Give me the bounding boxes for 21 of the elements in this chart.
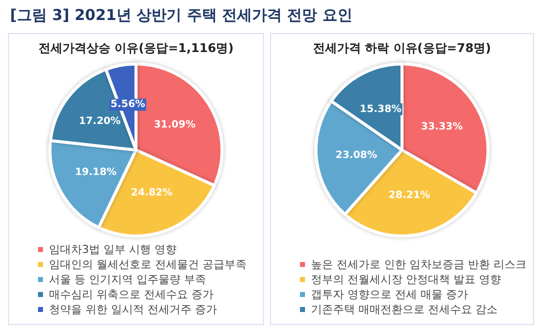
- chart-subtitle: 전세가격상승 이유(응답=1,116명): [37, 40, 235, 57]
- data-label: 33.33%: [421, 121, 463, 132]
- legend-label: 임대차3법 일부 시행 영향: [49, 243, 176, 256]
- legend-label: 청약을 위한 일시적 전세거주 증가: [49, 303, 217, 316]
- legend-label: 임대인의 월세선호로 전세물건 공급부족: [49, 258, 246, 271]
- data-label: 31.09%: [154, 120, 196, 131]
- chart-title: 전세가격 하락 이유(응답=78명): [312, 40, 492, 57]
- legend-label: 매수심리 위축으로 전세수요 증가: [49, 288, 214, 301]
- legend-label: 서울 등 인기지역 입주물량 부족: [49, 273, 206, 286]
- data-label: 24.82%: [130, 188, 173, 199]
- legend-label: 갭투자 영향으로 전세 매물 증가: [311, 288, 468, 301]
- chart-title: [그림 3] 2021년 상반기 주택 전세가격 전망 요인: [10, 6, 352, 25]
- legend-label: 높은 전세가로 인한 임차보증금 반환 리스크: [311, 258, 526, 271]
- data-label: 5.56%: [110, 99, 146, 110]
- data-label: 17.20%: [78, 116, 121, 128]
- legend-label: 기존주택 매매전환으로 전세수요 감소: [311, 303, 498, 316]
- data-label: 28.21%: [388, 190, 430, 201]
- legend-label: 정부의 전월세시장 안정대책 발표 영향: [311, 273, 501, 286]
- data-label: 19.18%: [74, 166, 117, 178]
- data-label: 23.08%: [336, 150, 378, 162]
- data-label: 15.38%: [360, 104, 402, 115]
